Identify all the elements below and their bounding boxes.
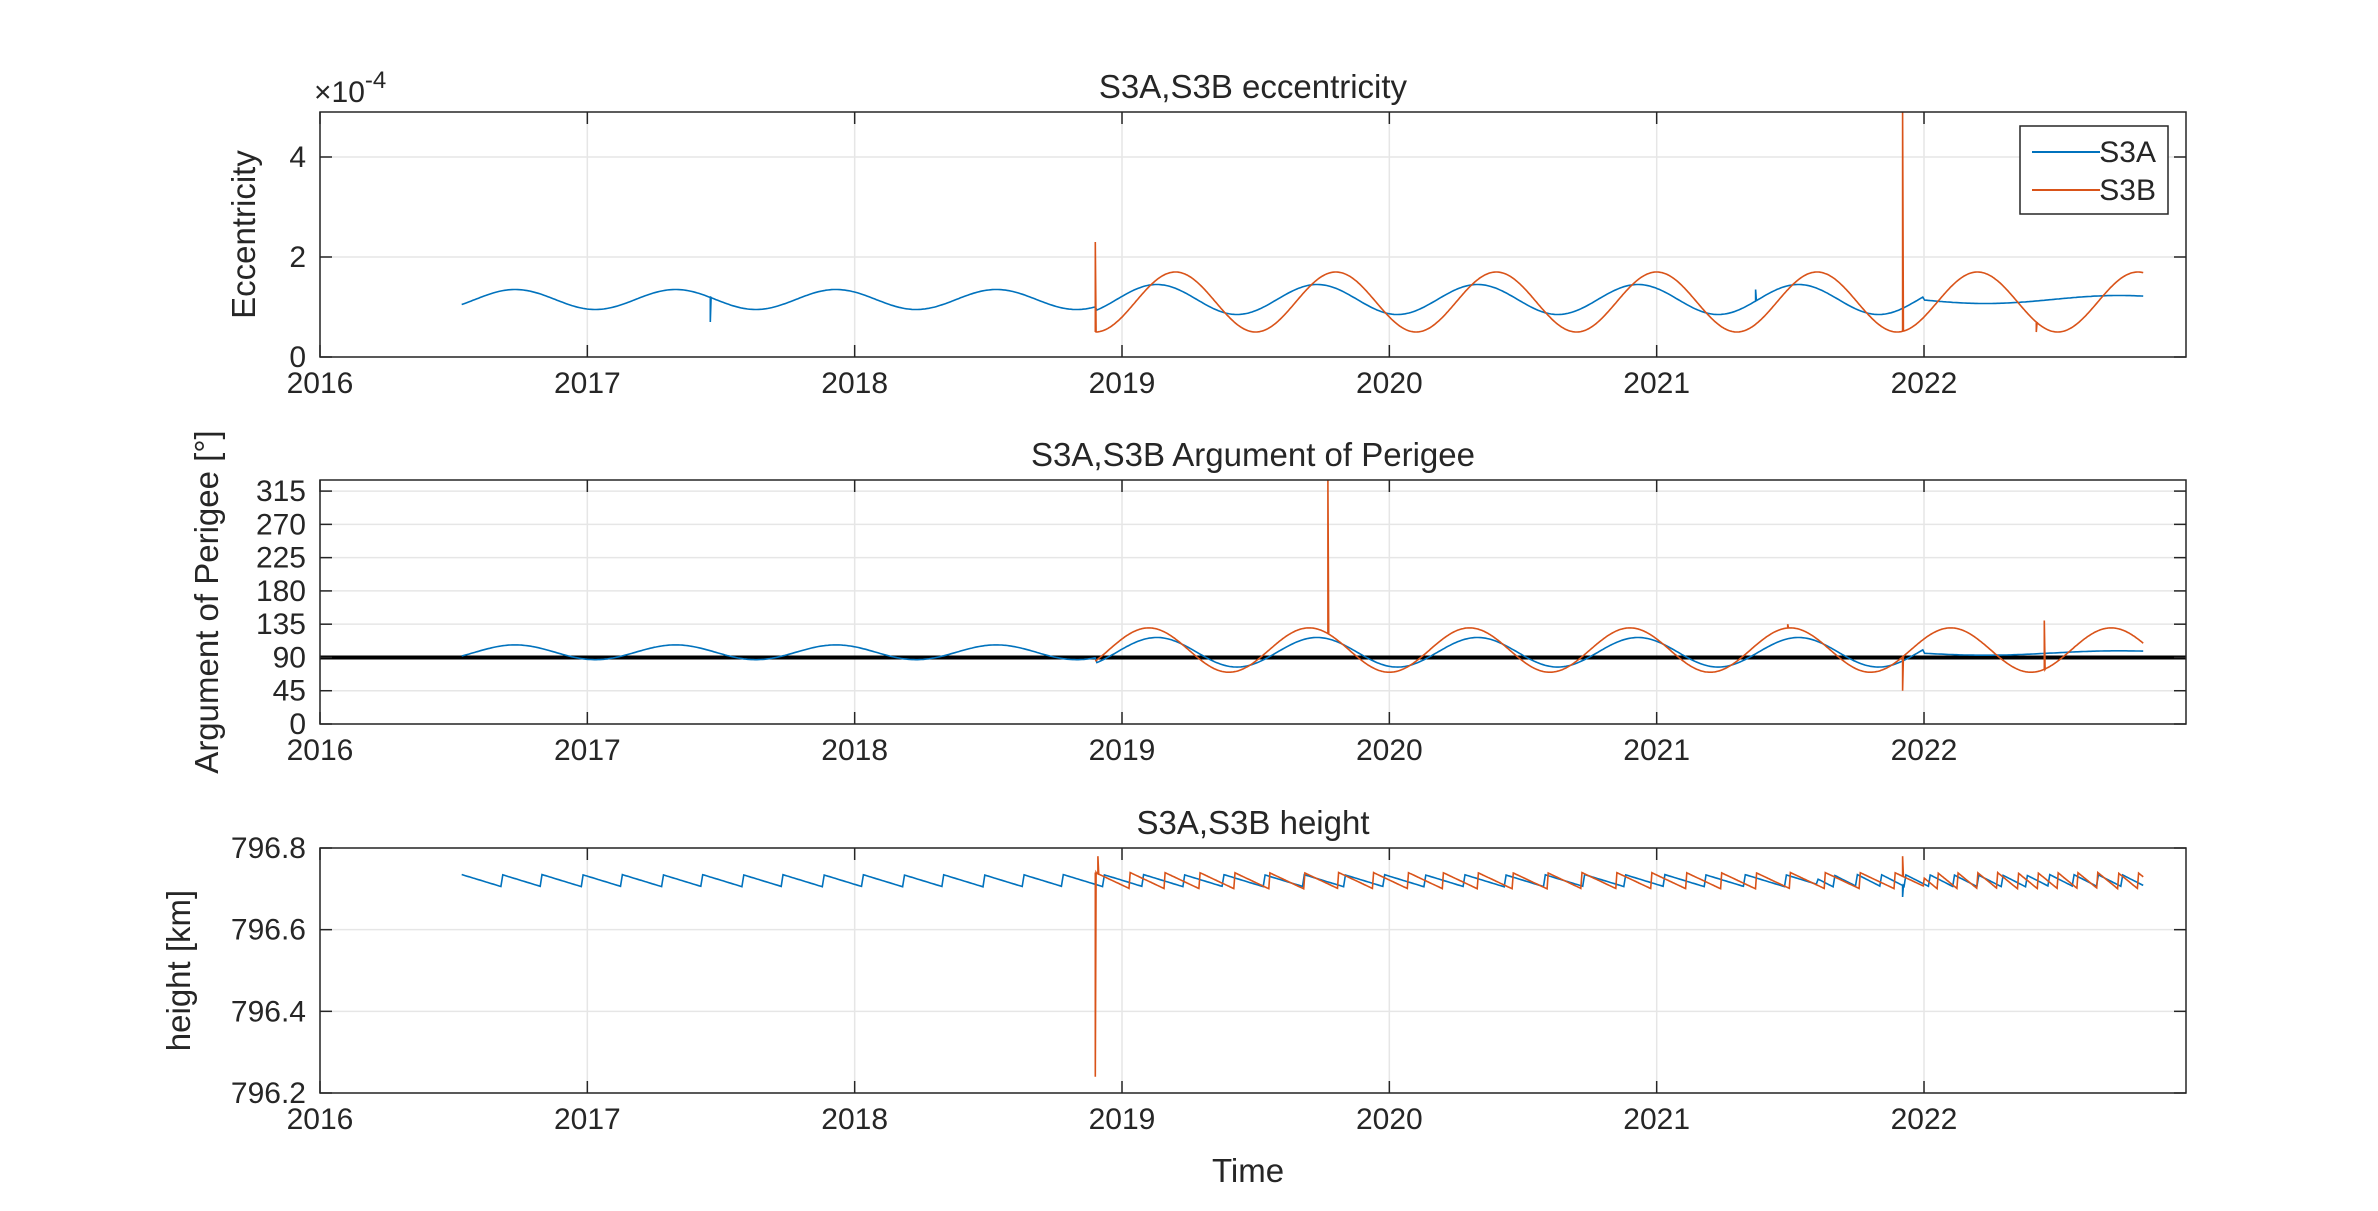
x-tick-label: 2019	[1089, 367, 1156, 400]
y-exponent-base: ×10	[314, 76, 365, 109]
y-tick-label: 796.8	[231, 832, 306, 865]
chart-title: S3A,S3B Argument of Perigee	[1031, 436, 1475, 473]
legend-box	[2019, 125, 2169, 215]
panels: 2016 2017 2018 2019 2020 2021 2022 0 2 4 S3A,S3B e…	[160, 67, 2187, 1136]
axes-box	[319, 111, 2187, 358]
panel-1: 2016 2017 2018 2019 2020 2021 2022 0 2 4 S3A,S3B e…	[225, 67, 2187, 400]
x-tick-label: 2020	[1356, 367, 1423, 400]
y-tick-label: 0	[289, 708, 306, 741]
axes-box	[319, 847, 2187, 1094]
x-tick-label: 2017	[554, 734, 621, 767]
x-tick-label: 2018	[821, 734, 888, 767]
x-tick-label: 2021	[1623, 734, 1690, 767]
x-tick-label: 2021	[1623, 1103, 1690, 1136]
panel-2: 2016 2017 2018 2019 2020 2021 2022045901351802…	[188, 430, 2187, 774]
y-axis-label: Argument of Perigee [°]	[188, 430, 225, 773]
chart-title: S3A,S3B eccentricity	[1099, 68, 1408, 105]
y-tick-label: 796.6	[231, 914, 306, 947]
x-tick-label: 2021	[1623, 367, 1690, 400]
series-line-s3a	[461, 283, 2144, 323]
legend-label-s3b: S3B	[2099, 174, 2156, 207]
x-tick-label: 2022	[1891, 734, 1958, 767]
series-line-s3b	[1094, 111, 2144, 333]
legend-label-s3a: S3A	[2099, 136, 2156, 169]
x-tick-label: 2022	[1891, 1103, 1958, 1136]
y-tick-label: 270	[256, 508, 306, 541]
y-axis-label: height [km]	[160, 890, 197, 1051]
x-tick-label: 2019	[1089, 734, 1156, 767]
x-axis-label: Time	[1212, 1152, 1284, 1189]
y-axis-label: Eccentricity	[225, 150, 262, 319]
y-tick-label: 4	[289, 141, 306, 174]
chart-title: S3A,S3B height	[1137, 804, 1370, 841]
y-tick-label: 796.2	[231, 1077, 306, 1110]
x-tick-label: 2017	[554, 1103, 621, 1136]
x-tick-label: 2020	[1356, 734, 1423, 767]
y-tick-label: 90	[273, 641, 306, 674]
y-exponent-power: -4	[365, 67, 386, 94]
axes-box	[319, 479, 2187, 725]
y-tick-label: 135	[256, 608, 306, 641]
y-tick-label: 2	[289, 241, 306, 274]
x-tick-label: 2017	[554, 367, 621, 400]
y-tick-label: 180	[256, 575, 306, 608]
x-tick-label: 2016	[287, 367, 354, 400]
series-line-s3b	[1094, 856, 2144, 1077]
x-tick-label: 2016	[287, 734, 354, 767]
y-tick-label: 45	[273, 675, 306, 708]
panel-3: 2016 2017 2018 2019 2020 2021 2022 796.2 796.4 79…	[160, 804, 2187, 1136]
y-tick-label: 225	[256, 542, 306, 575]
y-tick-label: 796.4	[231, 995, 306, 1028]
x-tick-label: 2020	[1356, 1103, 1423, 1136]
series-line-s3a	[461, 636, 2144, 668]
x-tick-label: 2022	[1891, 367, 1958, 400]
x-tick-label: 2018	[821, 367, 888, 400]
y-tick-label: 315	[256, 475, 306, 508]
y-tick-label: 0	[289, 341, 306, 374]
y-exponent: ×10-4	[314, 67, 386, 109]
x-tick-label: 2018	[821, 1103, 888, 1136]
series-line-s3b	[1094, 479, 2144, 691]
x-tick-label: 2019	[1089, 1103, 1156, 1136]
x-tick-label: 2016	[287, 1103, 354, 1136]
